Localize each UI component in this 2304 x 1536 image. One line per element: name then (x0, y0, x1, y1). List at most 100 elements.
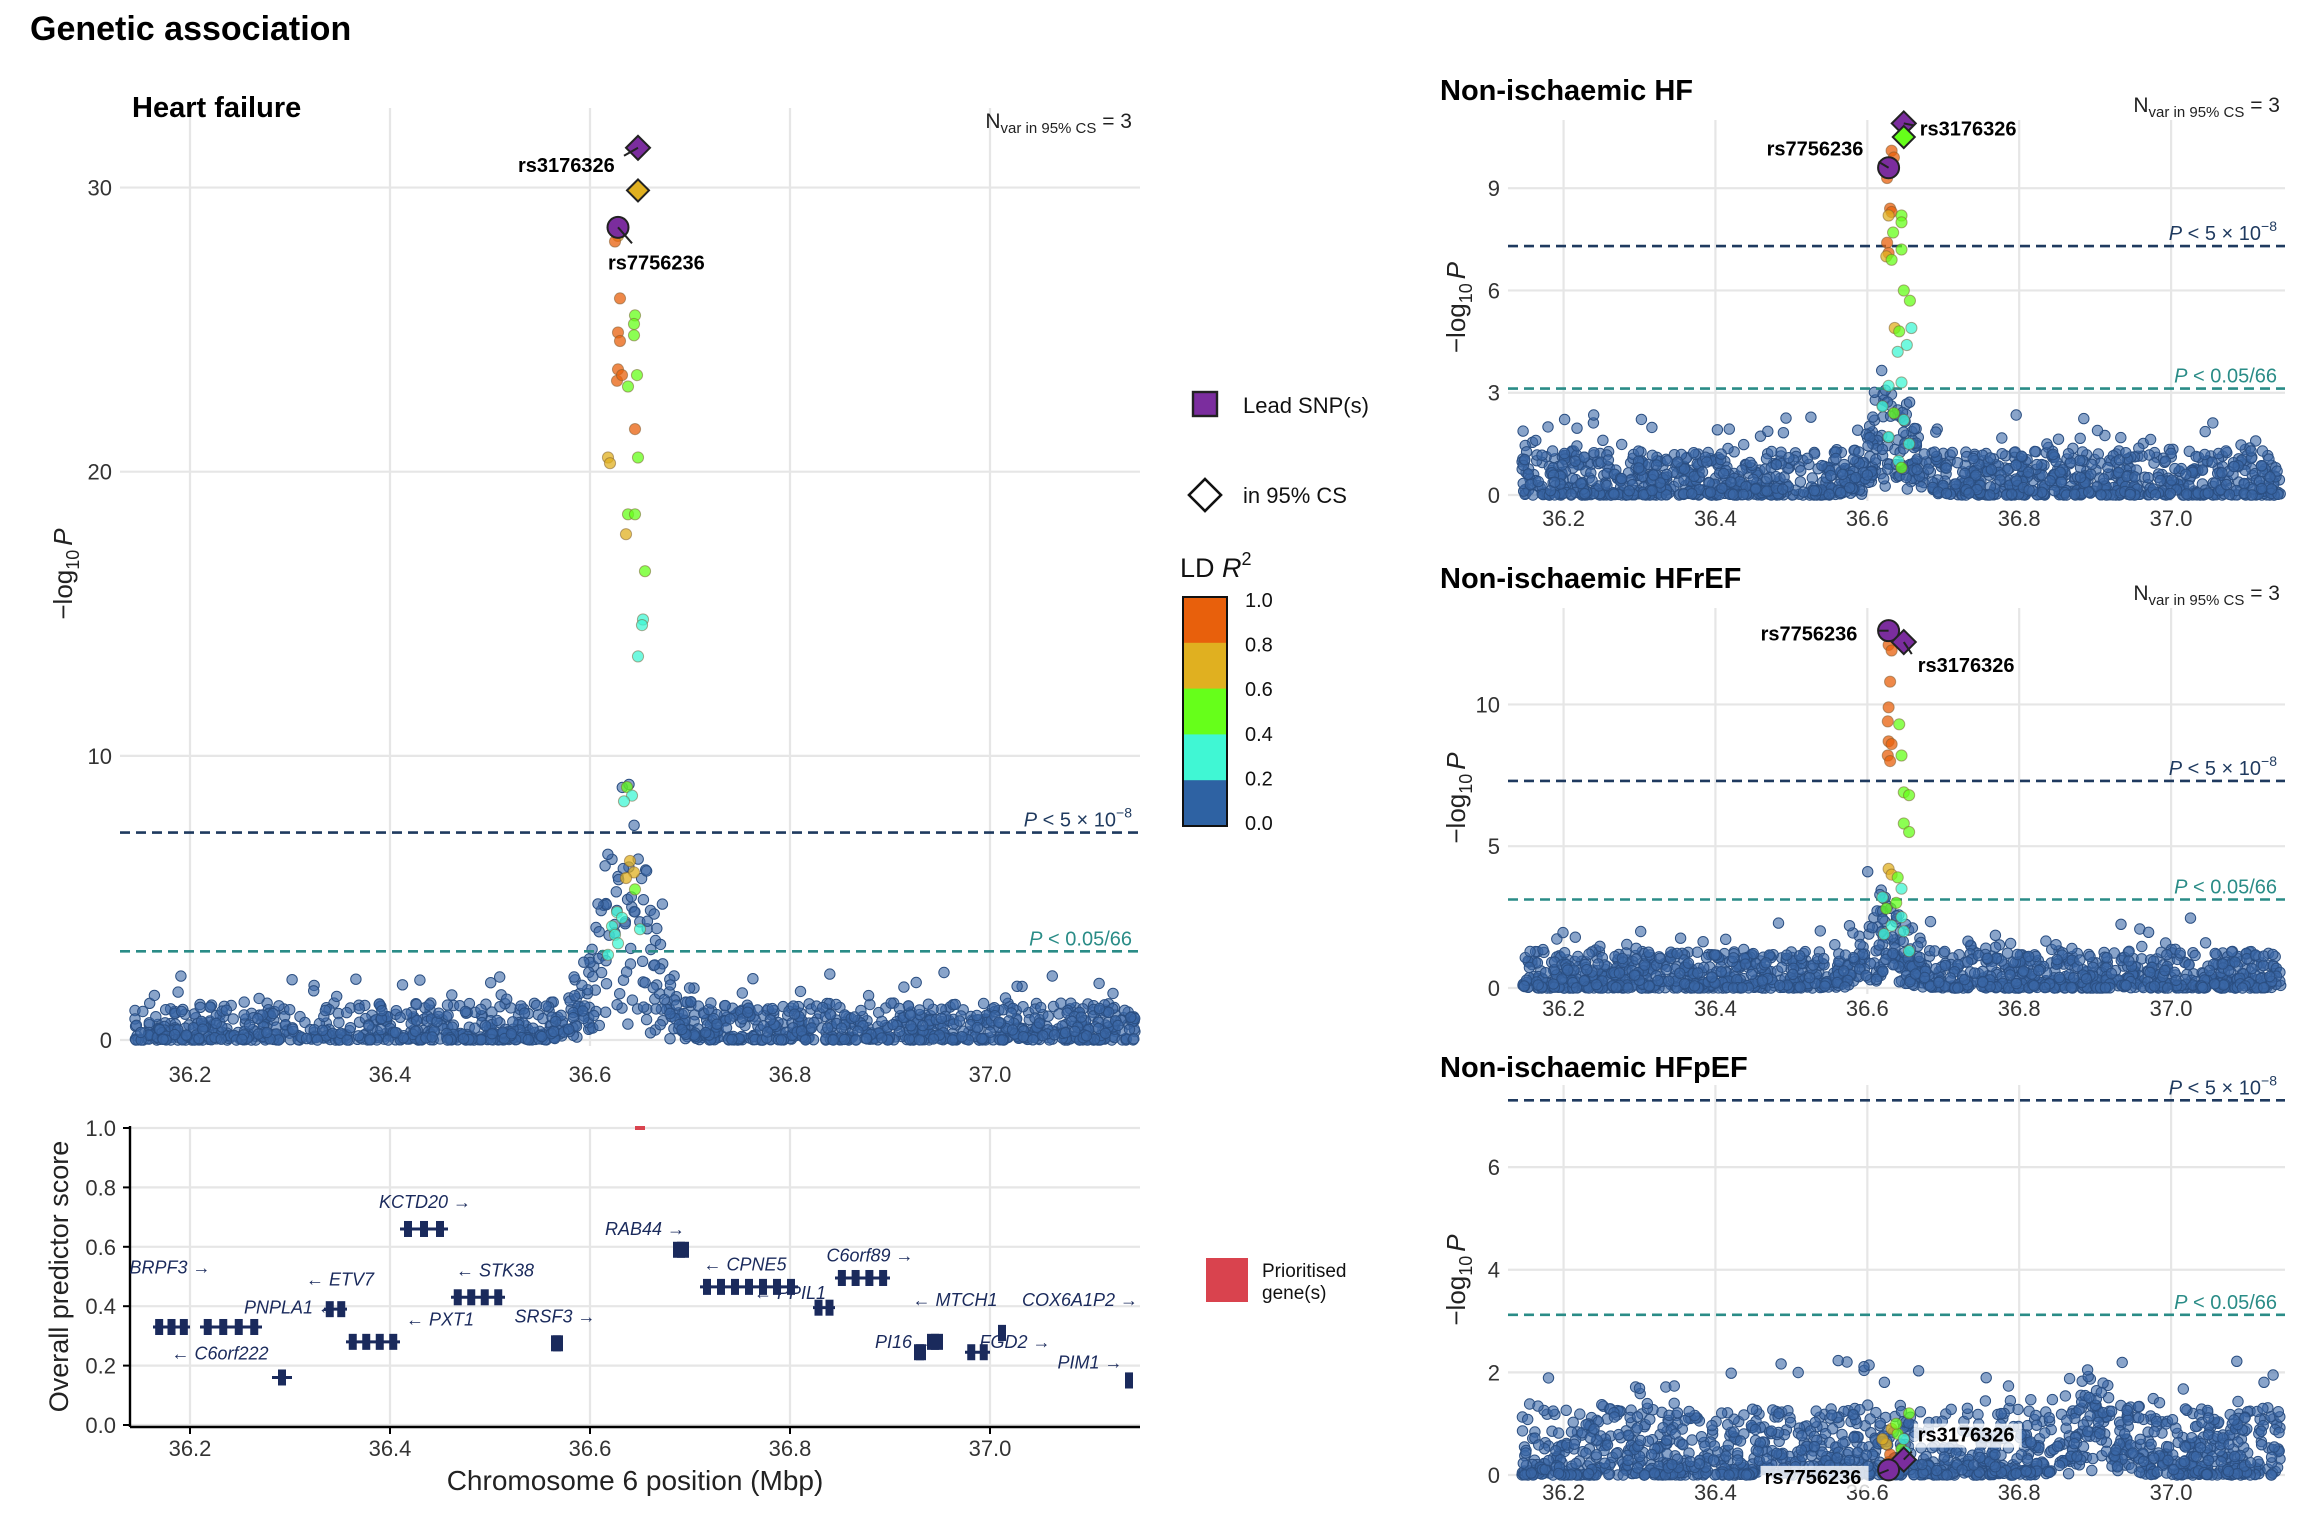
snp-point (319, 1004, 332, 1017)
snp-point (2207, 417, 2219, 429)
ld-snp-point (628, 423, 642, 436)
panel-title: Non-ischaemic HF (1440, 75, 1693, 107)
snp-point (253, 992, 265, 1005)
snp-point (1962, 935, 1974, 947)
x-tick-label: 36.8 (769, 1062, 812, 1087)
snp-point (2031, 458, 2043, 471)
snp-point (1575, 477, 1587, 490)
snp-point (1930, 426, 1942, 438)
snp-point (641, 915, 654, 927)
snp-point (261, 1026, 273, 1039)
snp-point (654, 1018, 666, 1031)
snp-point (1075, 1011, 1088, 1023)
snp-point (578, 956, 590, 968)
snp-point (238, 996, 250, 1008)
y-axis-label: −log10P (1441, 1234, 1476, 1326)
snp-point (442, 1009, 454, 1021)
snp-point (1765, 445, 1778, 458)
y-axis-label: −log10P (48, 528, 83, 620)
snp-point (1530, 434, 1542, 447)
snp-point (1093, 1002, 1106, 1015)
snp-point (913, 1034, 926, 1046)
snp-point (501, 993, 513, 1005)
snp-point (1692, 967, 1704, 979)
snp-point (736, 987, 748, 999)
snp-point (640, 865, 653, 877)
snp-point (1643, 980, 1655, 992)
snp-point (726, 1033, 738, 1046)
ld-snp-point (1895, 461, 1908, 474)
snp-point (1616, 952, 1629, 965)
snp-point (996, 1034, 1009, 1046)
ld-snp-point (1905, 321, 1918, 335)
snp-point (423, 999, 435, 1011)
snp-point (1854, 938, 1866, 951)
snp-point (647, 982, 659, 994)
snp-point (1776, 961, 1788, 973)
snp-point (1750, 483, 1762, 495)
snp-point (243, 1019, 256, 1031)
snp-point (2250, 435, 2262, 447)
background-points (129, 778, 1141, 1046)
snp-point (1996, 432, 2008, 444)
snp-point (2148, 980, 2161, 992)
snp-point (2228, 460, 2240, 473)
snp-point (2180, 468, 2192, 480)
snp-point (1940, 462, 1952, 474)
snp-point (2258, 981, 2270, 994)
y-tick-label: 0 (1488, 1463, 1500, 1488)
snp-point (827, 1034, 839, 1046)
snp-point (1738, 438, 1750, 451)
snp-point (1736, 982, 1748, 994)
snp-point (1556, 459, 1568, 471)
snp-point (527, 1022, 539, 1034)
snp-point (2170, 974, 2182, 986)
snp-point (1037, 1030, 1049, 1042)
snp-point (410, 998, 423, 1011)
snp-point (1128, 1033, 1140, 1045)
snp-point (984, 1026, 996, 1038)
snp-point (1836, 468, 1849, 480)
snp-point (1532, 979, 1544, 991)
snp-point (1586, 475, 1598, 487)
snp-point (2216, 467, 2228, 479)
snp-point (876, 1032, 888, 1044)
panel-title: Non-ischaemic HFrEF (1440, 563, 1741, 595)
x-tick-label: 37.0 (2150, 506, 2193, 531)
snp-point (637, 1001, 650, 1013)
snp-point (747, 973, 759, 985)
threshold-label-exp: −8 (1116, 805, 1132, 821)
snp-point (1017, 1001, 1029, 1013)
snp-point (1711, 424, 1724, 436)
snp-point (238, 1009, 250, 1021)
snp-point (1701, 456, 1713, 468)
ld-snp-point (1903, 437, 1916, 450)
snp-point (2102, 461, 2114, 474)
ld-snp-point (1887, 226, 1900, 239)
snp-point (887, 1018, 899, 1031)
snp-point (1774, 979, 1786, 992)
snp-point (2169, 462, 2181, 475)
snp-point (459, 1005, 472, 1018)
nvar-sub: var in 95% CS (2149, 592, 2245, 609)
snp-point (2199, 937, 2212, 949)
snp-point (742, 1006, 754, 1018)
snp-point (2199, 448, 2211, 461)
y-tick-label: 3 (1488, 381, 1500, 406)
snp-point (2236, 982, 2249, 994)
snp-point (2039, 981, 2051, 994)
snp-point (993, 1016, 1005, 1028)
ld-snp-point (1882, 701, 1895, 714)
snp-point (637, 894, 650, 906)
snp-point (1870, 973, 1883, 985)
snp-point (1736, 464, 1748, 476)
snp-point (2162, 982, 2174, 994)
lead-snp-connector (617, 226, 633, 244)
nvar-sub: var in 95% CS (1001, 120, 1097, 137)
snp-point (1622, 982, 1634, 994)
panel-title: Heart failure (132, 92, 301, 124)
snp-point (2051, 954, 2063, 966)
x-tick-label: 37.0 (2150, 1480, 2193, 1505)
